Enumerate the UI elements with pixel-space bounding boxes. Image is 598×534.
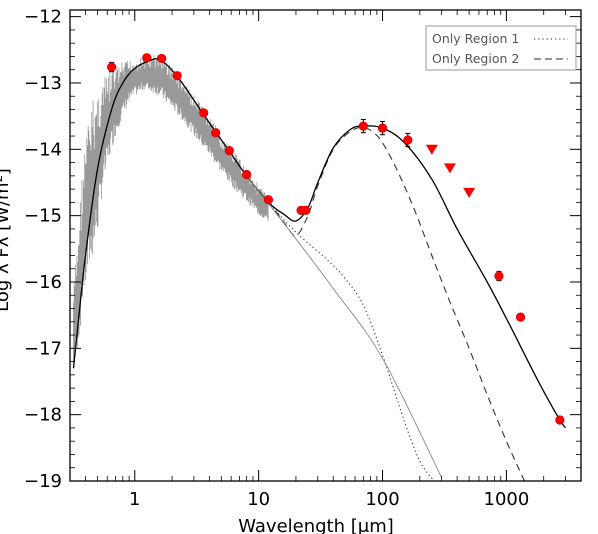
legend: Only Region 1 Only Region 2 (425, 25, 577, 71)
legend-label-region-1: Only Region 1 (432, 31, 519, 46)
upper-limit-marker (443, 163, 456, 174)
data-point (403, 132, 413, 148)
y-axis-title: Log λ Fλ [W/m²] (0, 168, 13, 312)
data-point (199, 108, 209, 118)
data-point (142, 53, 152, 63)
data-point (211, 128, 221, 138)
data-point-marker (403, 135, 413, 145)
legend-box (425, 25, 577, 71)
data-point (555, 415, 565, 425)
x-tick-label: 100 (365, 489, 399, 510)
data-point-marker (157, 53, 167, 64)
y-tick-label: −17 (24, 338, 62, 359)
y-tick-label: −12 (24, 7, 62, 28)
upper-limit-marker (463, 187, 476, 198)
y-tick-label: −16 (24, 272, 62, 293)
data-point (515, 312, 526, 322)
data-point (172, 71, 182, 81)
data-point (224, 146, 234, 156)
data-point (242, 169, 252, 180)
data-point-marker (224, 146, 234, 156)
model-curve-dotted-0 (72, 58, 435, 481)
data-point-marker (515, 312, 526, 322)
x-tick-label: 1000 (484, 489, 530, 510)
data-point-marker (358, 121, 368, 131)
data-point-marker (199, 108, 209, 118)
y-tick-label: −18 (24, 405, 62, 426)
upper-limit-marker (425, 144, 438, 155)
data-point (358, 118, 368, 134)
plot-frame (69, 9, 582, 482)
data-point (377, 120, 388, 136)
data-point-marker (555, 415, 565, 425)
data-point (301, 205, 311, 215)
x-tick-label: 1 (129, 489, 140, 510)
model-curve-dashed-1 (268, 126, 526, 481)
data-point-marker (494, 271, 504, 281)
data-point (263, 195, 274, 205)
data-point-marker (377, 123, 388, 133)
data-point (494, 270, 504, 282)
model-curve-solid-2 (72, 58, 567, 429)
data-point-marker (106, 62, 117, 72)
legend-label-region-2: Only Region 2 (432, 51, 519, 66)
data-point (157, 53, 167, 64)
y-tick-label: −14 (24, 139, 62, 160)
data-point-marker (172, 71, 182, 81)
y-tick-label: −15 (24, 206, 62, 227)
y-tick-label: −13 (24, 73, 62, 94)
data-point-marker (142, 53, 152, 63)
x-tick-label: 10 (247, 489, 270, 510)
y-tick-label: −19 (24, 471, 62, 492)
data-point-marker (301, 205, 311, 215)
axes-layer: −19 −18 −17 −16 −15 −14 −13 −12 1 10 100 1000 (24, 7, 582, 510)
photometry-layer (106, 53, 565, 425)
x-axis-title: Wavelength [μm] (238, 516, 394, 534)
data-point-marker (242, 169, 252, 180)
data-point-marker (263, 195, 274, 205)
data-point (106, 61, 117, 73)
data-point-marker (211, 128, 221, 138)
